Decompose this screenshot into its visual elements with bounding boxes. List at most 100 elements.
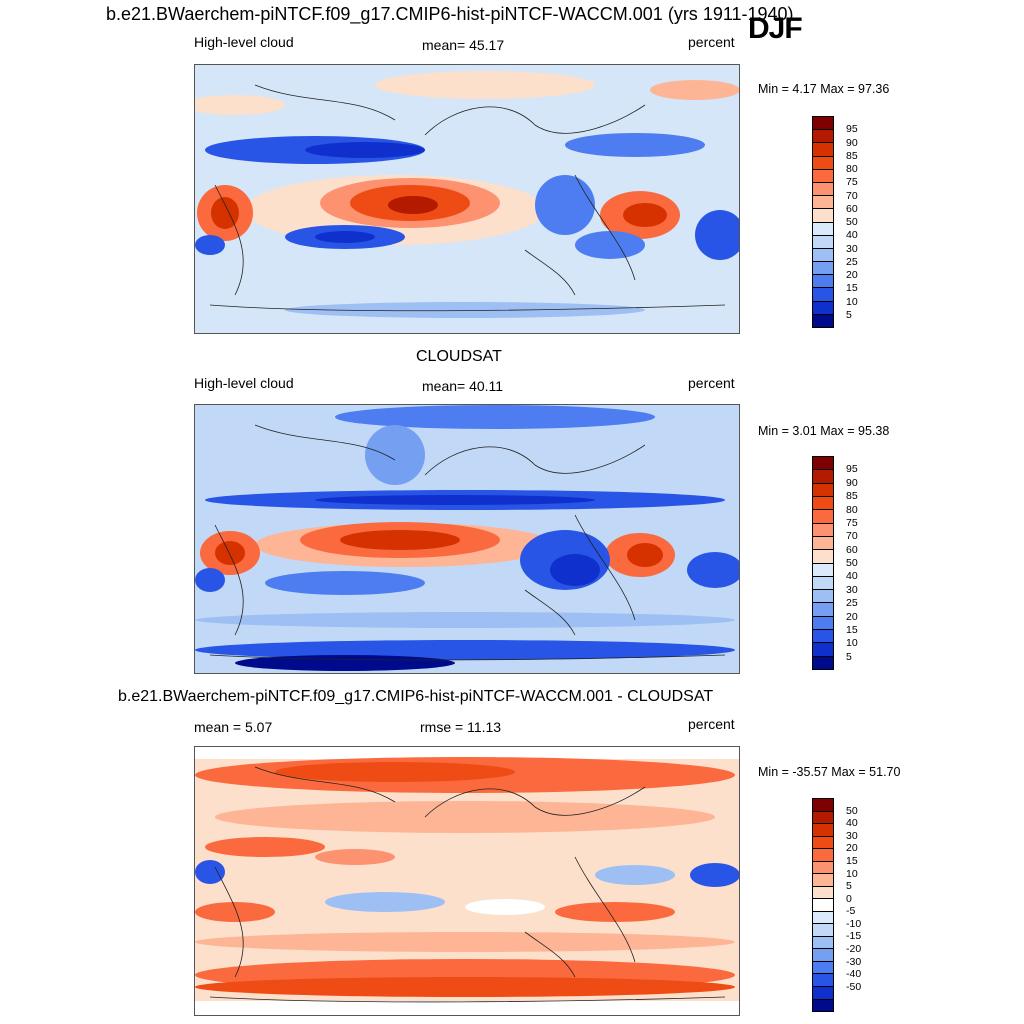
colorbar-swatch [813, 656, 833, 669]
colorbar-swatch [813, 961, 833, 975]
colorbar-swatch [813, 496, 833, 511]
colorbar-swatch [813, 630, 833, 644]
panel-3-units-label: percent [688, 716, 735, 732]
colorbar-tick-label: 10 [846, 295, 858, 308]
colorbar-swatch [813, 974, 833, 987]
colorbar-tick-label: 60 [846, 202, 858, 215]
panel-2-map [194, 404, 740, 674]
colorbar-swatch [813, 262, 833, 276]
colorbar-swatch [813, 999, 833, 1012]
colorbar-tick-label: 40 [846, 570, 858, 583]
colorbar-swatch [813, 182, 833, 197]
colorbar-swatch [813, 301, 833, 315]
colorbar-tick-label: 40 [846, 817, 858, 830]
colorbar-swatch [813, 811, 833, 825]
colorbar-swatch [813, 156, 833, 170]
colorbar-tick-label: -50 [846, 980, 862, 993]
colorbar-tick-label: 85 [846, 490, 858, 503]
colorbar-swatch [813, 924, 833, 937]
colorbar-tick-label: 80 [846, 163, 858, 175]
colorbar-tick-label: 30 [846, 242, 858, 255]
colorbar-swatch [813, 861, 833, 875]
colorbar-tick-label: 60 [846, 543, 858, 556]
colorbar-tick-label: 15 [846, 623, 858, 636]
colorbar-swatch [813, 603, 833, 617]
colorbar-swatch [813, 616, 833, 631]
colorbar-tick-label: 50 [846, 557, 858, 569]
panel-3-minmax: Min = -35.57 Max = 51.70 [758, 765, 901, 779]
colorbar-swatch [813, 590, 833, 604]
colorbar-tick-label: -15 [846, 930, 862, 943]
panel-1-mean-label: mean= 45.17 [422, 37, 505, 53]
colorbar-tick-label: 70 [846, 530, 858, 543]
colorbar-tick-label: 50 [846, 804, 858, 817]
colorbar-swatch [813, 799, 833, 812]
colorbar-tick-label: 80 [846, 503, 858, 516]
colorbar-swatch [813, 143, 833, 157]
colorbar-tick-label: 0 [846, 892, 852, 905]
colorbar-swatch [813, 457, 833, 471]
colorbar-swatch [813, 248, 833, 263]
colorbar-tick-label: 10 [846, 637, 858, 650]
colorbar-tick-label: -5 [846, 905, 856, 918]
colorbar-swatch [813, 196, 833, 210]
colorbar-tick-label: 5 [846, 308, 852, 321]
colorbar-swatch [813, 643, 833, 657]
colorbar-tick-label: -10 [846, 917, 862, 930]
panel-3-rmse-label: rmse = 11.13 [420, 719, 502, 735]
colorbar-swatch [813, 986, 833, 1000]
colorbar-tick-label: 95 [846, 463, 858, 476]
colorbar-swatch [813, 911, 833, 925]
colorbar-tick-label: 10 [846, 867, 858, 880]
panel-3-heading: b.e21.BWaerchem-piNTCF.f09_g17.CMIP6-his… [118, 688, 714, 705]
colorbar-swatch [813, 899, 833, 912]
colorbar-tick-label: 40 [846, 229, 858, 242]
colorbar-tick-label: 20 [846, 269, 858, 281]
panel-1-variable-label: High-level cloud [194, 34, 294, 50]
colorbar-tick-label: 25 [846, 255, 858, 268]
panel-1-colorbar [812, 116, 834, 328]
colorbar-swatch [813, 222, 833, 236]
colorbar-swatch [813, 886, 833, 900]
colorbar-tick-label: 5 [846, 650, 852, 663]
colorbar-swatch [813, 130, 833, 144]
panel-2-minmax: Min = 3.01 Max = 95.38 [758, 424, 890, 438]
colorbar-tick-label: 70 [846, 189, 858, 202]
panel-1-map [194, 64, 740, 334]
colorbar-tick-label: 30 [846, 829, 858, 842]
colorbar-swatch [813, 209, 833, 223]
colorbar-tick-label: -30 [846, 955, 862, 968]
colorbar-tick-label: 95 [846, 123, 858, 136]
panel-3-map [194, 746, 740, 1016]
colorbar-tick-label: -40 [846, 968, 862, 981]
panel-1-units-label: percent [688, 34, 735, 50]
colorbar-tick-label: 25 [846, 597, 858, 610]
panel-1-minmax: Min = 4.17 Max = 97.36 [758, 82, 890, 96]
colorbar-swatch [813, 563, 833, 577]
figure-title: b.e21.BWaerchem-piNTCF.f09_g17.CMIP6-his… [106, 4, 794, 24]
colorbar-swatch [813, 824, 833, 837]
colorbar-swatch [813, 510, 833, 524]
colorbar-tick-label: 50 [846, 216, 858, 228]
colorbar-swatch [813, 836, 833, 850]
season-label: DJF [748, 12, 803, 45]
colorbar-tick-label: 5 [846, 880, 852, 893]
colorbar-tick-label: 20 [846, 842, 858, 855]
colorbar-tick-label: 85 [846, 149, 858, 162]
panel-3-colorbar [812, 798, 834, 1012]
panel-3-mean-label: mean = 5.07 [194, 719, 273, 735]
colorbar-tick-label: 30 [846, 583, 858, 596]
colorbar-tick-label: 90 [846, 136, 858, 149]
colorbar-swatch [813, 235, 833, 249]
colorbar-tick-label: 75 [846, 176, 858, 189]
colorbar-tick-label: 15 [846, 854, 858, 867]
colorbar-swatch [813, 169, 833, 183]
colorbar-swatch [813, 275, 833, 289]
colorbar-swatch [813, 536, 833, 551]
colorbar-swatch [813, 470, 833, 484]
colorbar-swatch [813, 936, 833, 950]
colorbar-swatch [813, 874, 833, 887]
panel-2-mean-label: mean= 40.11 [422, 378, 504, 394]
colorbar-swatch [813, 550, 833, 564]
colorbar-swatch [813, 576, 833, 591]
